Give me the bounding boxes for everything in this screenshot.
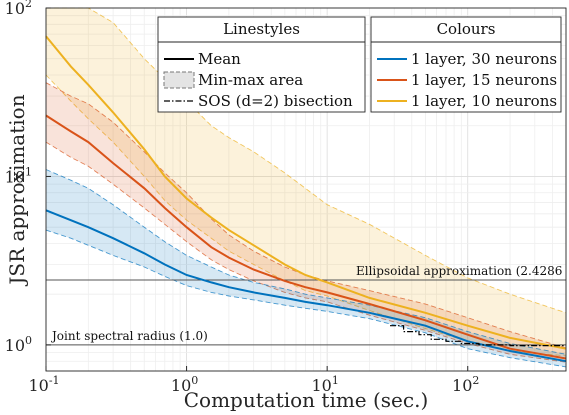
min-max-area-1 (46, 82, 566, 363)
sos-bisection-line (390, 325, 566, 347)
axes (45, 7, 567, 372)
max-line-1 (45, 82, 567, 349)
legend-title: Linestyles (223, 20, 300, 38)
mean-line-1 (45, 114, 567, 360)
legend-colours: Colours 1 layer, 30 neurons 1 layer, 15 ne… (370, 16, 562, 113)
mean-line-0 (45, 35, 567, 350)
y-tick-label: 102 (5, 0, 32, 18)
max-line-0 (46, 7, 567, 314)
reference-lines: Ellipsoidal approximation (2.4286 Joint s… (46, 264, 566, 346)
legend-box (157, 16, 366, 113)
legend-swatch-area (163, 71, 195, 89)
min-line-0 (45, 74, 567, 357)
legend-title: Colours (437, 20, 496, 38)
y-tick-label: 101 (5, 165, 32, 186)
min-max-area-2 (46, 169, 566, 367)
legend-entry-label: Mean (198, 50, 241, 68)
legends: Linestyles Mean Min-max area SOS (d=2) bise… (157, 16, 562, 113)
x-tick-label: 10-1 (28, 374, 59, 395)
legend-entry-label: SOS (d=2) bisection (198, 92, 353, 110)
legend-linestyles: Linestyles Mean Min-max area SOS (d=2) bise… (157, 16, 366, 113)
x-axis-label: Computation time (sec.) (184, 388, 429, 412)
legend-entry-label: 1 layer, 30 neurons (411, 50, 557, 68)
legend-entry-label: Min-max area (198, 71, 303, 89)
mean-line-2 (45, 209, 567, 363)
x-tick-label: 100 (171, 374, 198, 395)
x-tick-label: 101 (311, 374, 338, 395)
x-tick-label: 102 (452, 374, 479, 395)
min-line-2 (45, 229, 567, 368)
tick-labels: 10-1 100 101 102 100 101 102 (5, 0, 480, 395)
max-line-2 (45, 169, 567, 355)
legend-entry-label: 1 layer, 15 neurons (411, 71, 557, 89)
y-tick-label: 100 (5, 334, 32, 355)
legend-box (370, 16, 562, 113)
min-line-1 (45, 141, 567, 363)
series-lines (45, 35, 567, 363)
legend-entry-label: 1 layer, 10 neurons (411, 92, 557, 110)
reference-label-0: Ellipsoidal approximation (2.4286 (356, 264, 562, 278)
reference-label-1: Joint spectral radius (1.0) (50, 329, 208, 343)
plot-frame (45, 7, 567, 372)
y-axis-label: JSR approximation (5, 94, 29, 286)
